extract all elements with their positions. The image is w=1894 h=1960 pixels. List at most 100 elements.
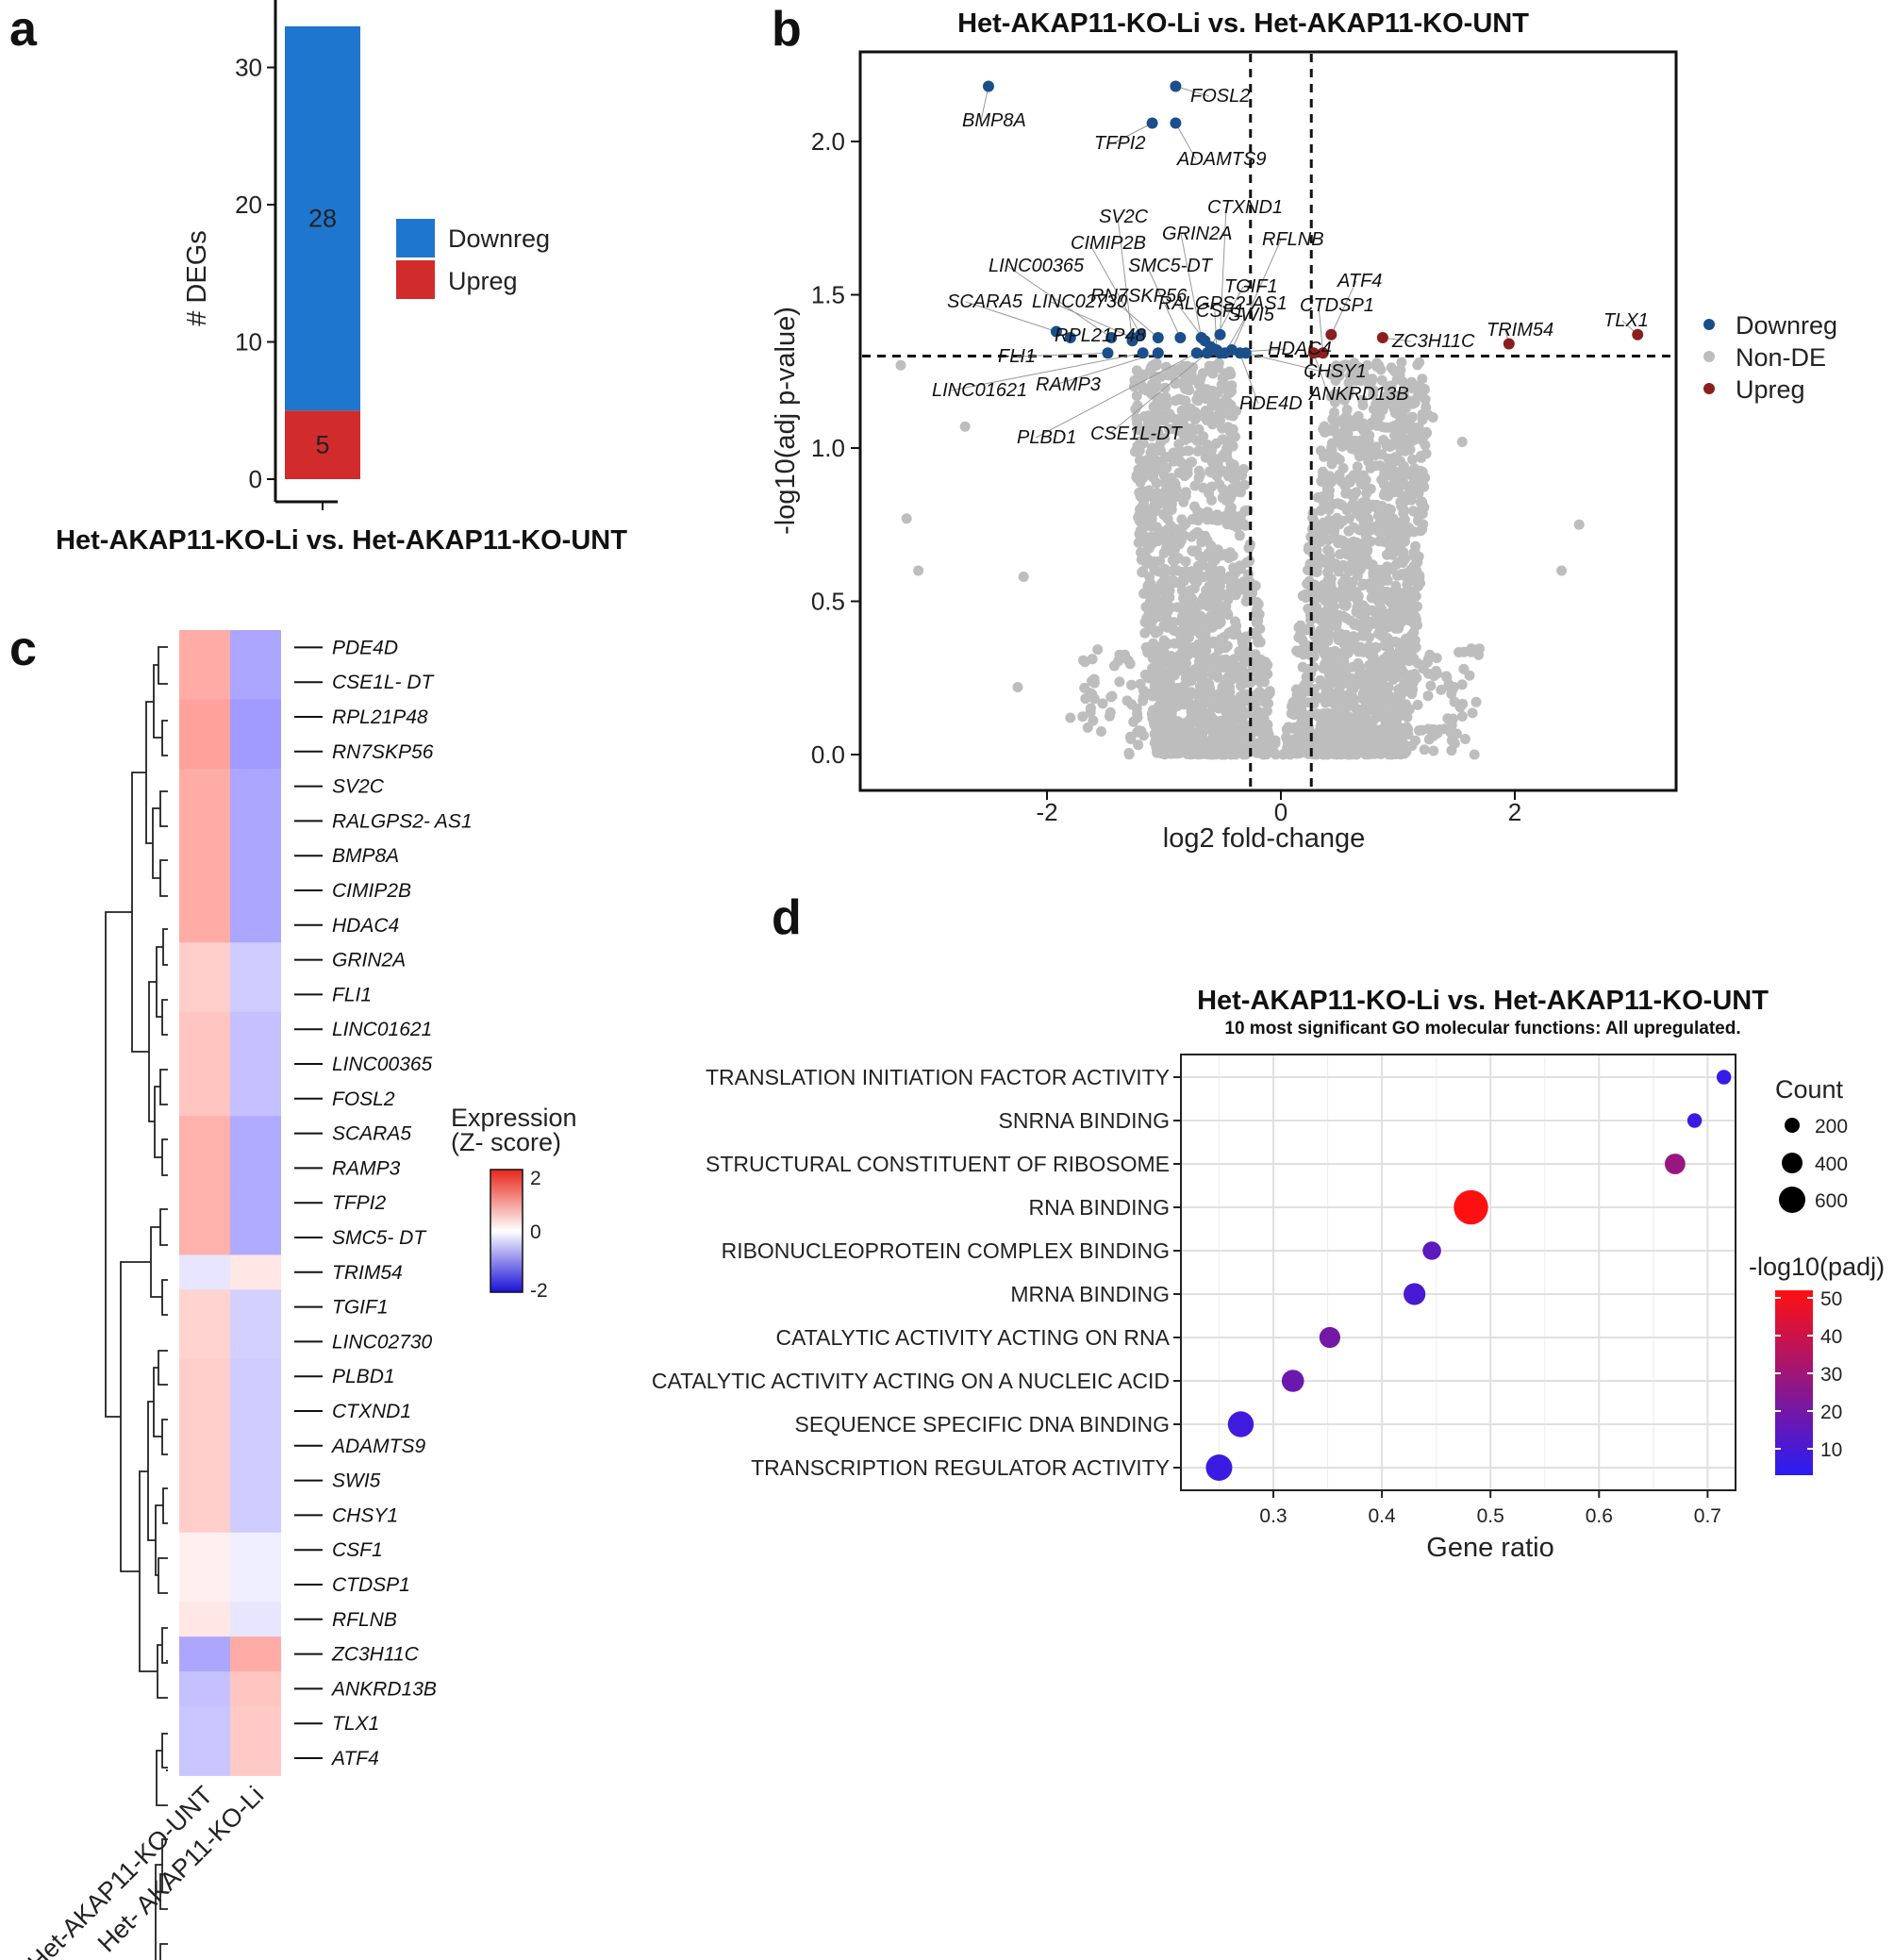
non-de-point [1139, 627, 1151, 639]
term-label: STRUCTURAL CONSTITUENT OF RIBOSOME [706, 1152, 1170, 1176]
non-de-point [1153, 566, 1164, 577]
heatmap-cell [179, 1289, 230, 1325]
row-label: RFLNB [332, 1609, 397, 1631]
non-de-point [1321, 484, 1333, 494]
x-tick-label: -2 [1036, 798, 1057, 826]
x-axis-label: Het-AKAP11-KO-Li vs. Het-AKAP11-KO-UNT [56, 525, 627, 556]
gene-label-rpl21p48: RPL21P48 [1055, 325, 1146, 346]
non-de-point [1413, 488, 1424, 499]
non-de-point [1236, 729, 1247, 740]
heatmap-cell [179, 1116, 230, 1152]
row-label: RPL21P48 [332, 706, 428, 728]
non-de-point [1337, 746, 1348, 757]
non-de-point [1236, 632, 1247, 643]
non-de-point [1419, 744, 1430, 756]
legend-label-downreg: Downreg [448, 224, 550, 253]
non-de-point [1221, 728, 1232, 739]
non-de-point [1228, 746, 1239, 757]
label-connector [1313, 353, 1329, 395]
gene-label-tfpi2: TFPI2 [1094, 133, 1145, 154]
non-de-point [1339, 480, 1351, 491]
non-de-point [1362, 623, 1373, 633]
term-dot [1404, 1283, 1426, 1305]
non-de-point [1370, 662, 1381, 673]
non-de-point [1212, 459, 1223, 471]
gene-point-hdac4 [1214, 347, 1226, 359]
non-de-point [1387, 657, 1398, 668]
non-de-point [1155, 433, 1167, 444]
non-de-point [1434, 724, 1445, 735]
dendro-branch [159, 1943, 168, 1960]
non-de-point [1348, 631, 1359, 642]
dendro-branch [152, 807, 160, 879]
dendro-branch [120, 1261, 151, 1572]
non-de-point [1235, 563, 1246, 574]
non-de-point [1171, 364, 1182, 375]
non-de-point [1320, 426, 1331, 438]
gene-label-ankrd13b: ANKRD13B [1308, 384, 1409, 405]
padj-legend-title: -log10(padj) [1749, 1253, 1885, 1281]
non-de-point [1175, 457, 1187, 468]
non-de-point [1345, 713, 1355, 724]
label-connector [1112, 123, 1153, 144]
non-de-point [1364, 379, 1375, 390]
non-de-point [1416, 450, 1426, 461]
non-de-point [1371, 641, 1382, 653]
heatmap-cell [230, 1671, 281, 1707]
non-de-point [1121, 695, 1133, 706]
non-de-point [1218, 743, 1229, 755]
non-de-point [1352, 461, 1363, 473]
non-de-point [1226, 510, 1238, 522]
gene-label-swi5: SWI5 [1228, 305, 1275, 325]
non-de-point [1363, 435, 1374, 446]
legend-dot-upreg [1703, 383, 1715, 394]
non-de-point [1141, 618, 1153, 629]
panel-label-d: d [772, 890, 802, 945]
non-de-point [1159, 415, 1171, 426]
x-tick-label: 0.6 [1586, 1505, 1613, 1527]
gene-label-zc3h11c: ZC3H11C [1391, 331, 1475, 352]
non-de-point [1389, 606, 1401, 618]
non-de-point [1293, 689, 1304, 701]
non-de-point [1337, 535, 1349, 546]
non-de-point [1262, 669, 1273, 680]
non-de-point [1254, 637, 1266, 648]
non-de-point [1250, 649, 1261, 660]
non-de-point [1322, 566, 1334, 577]
heatmap-cell [179, 1254, 230, 1290]
non-de-point [1416, 497, 1426, 508]
non-de-point [1321, 618, 1332, 629]
non-de-point [1404, 436, 1415, 447]
non-de-point [1375, 744, 1387, 756]
row-label: TGIF1 [332, 1297, 389, 1319]
y-axis-label: # DEGs [182, 230, 212, 326]
heatmap-cell [230, 1705, 281, 1742]
non-de-point [1237, 678, 1248, 689]
non-de-point [1077, 711, 1088, 723]
non-de-point [1200, 712, 1211, 723]
non-de-point [1180, 434, 1191, 445]
non-de-point [1254, 676, 1266, 688]
non-de-point [1315, 748, 1326, 759]
gene-label-smc5-dt: SMC5-DT [1128, 256, 1214, 276]
non-de-point [1408, 476, 1420, 488]
threshold-lines [862, 54, 1674, 789]
non-de-point [1189, 480, 1201, 491]
non-de-point [1205, 466, 1215, 477]
padj-legend-ticks: 10 20 30 40 50 [1775, 1288, 1842, 1461]
non-de-point [1168, 424, 1179, 435]
x-tick-label: 0.3 [1259, 1505, 1287, 1527]
row-label: SCARA5 [332, 1123, 411, 1145]
legend-swatch-upreg [396, 260, 435, 299]
non-de-point [1133, 739, 1144, 751]
non-de-point [1387, 649, 1398, 660]
non-de-point [1148, 360, 1159, 372]
non-de-point [1180, 556, 1191, 567]
non-de-point [1194, 470, 1205, 481]
non-de-point [1400, 747, 1411, 758]
non-de-point [1420, 393, 1431, 405]
non-de-point [1226, 380, 1238, 391]
non-de-point [1157, 467, 1169, 477]
non-de-point [1225, 457, 1237, 469]
non-de-point [1358, 473, 1369, 485]
